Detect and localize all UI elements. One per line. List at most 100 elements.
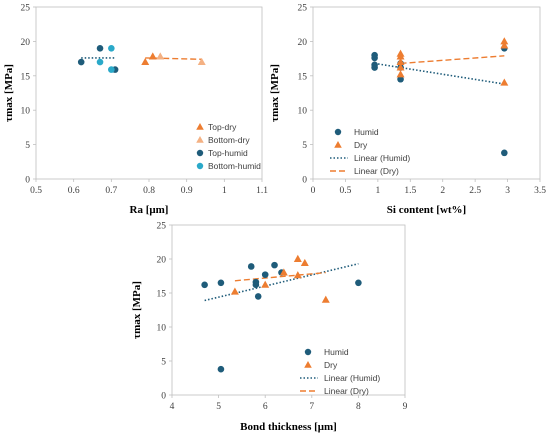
data-point-circle: [96, 58, 104, 66]
data-point-triangle: [261, 280, 270, 288]
y-tick-label: 15: [21, 72, 31, 82]
x-tick-label: 2.5: [469, 186, 481, 196]
legend-marker: [334, 141, 342, 148]
data-point-circle: [501, 149, 508, 157]
x-tick-label: 8: [356, 402, 361, 412]
x-tick-label: 0.8: [143, 186, 155, 196]
legend-label: Linear (Humid): [324, 373, 380, 383]
y-tick-label: 20: [21, 38, 31, 48]
legend-label: Bottom-dry: [208, 135, 250, 145]
y-axis-label: τmax [MPa]: [269, 64, 281, 122]
chart-panel-3: 4 5 6 7 8 9 0 5 10 15 20 25 Bond thickness [μm] τmax …: [131, 222, 408, 434]
y-tick-label: 20: [157, 256, 167, 266]
data-point-triangle: [500, 37, 509, 45]
y-tick-label: 0: [161, 392, 166, 402]
legend-label: Dry: [354, 140, 368, 150]
legend-marker: [304, 361, 312, 368]
data-point-circle: [355, 279, 362, 287]
data-point-circle: [371, 64, 378, 71]
data-point-circle: [397, 75, 404, 83]
legend-marker: [334, 128, 342, 136]
y-tick-label: 0: [25, 176, 30, 186]
data-point-circle: [96, 44, 104, 52]
legend-marker: [196, 162, 204, 170]
data-point-circle: [371, 54, 378, 62]
x-tick-label: 1: [222, 186, 227, 196]
x-tick-label: 0: [311, 186, 316, 196]
trendline-dashed: [400, 55, 505, 65]
legend-label: Humid: [354, 127, 379, 137]
chart-panel-1: 0.5 0.6 0.7 0.8 0.9 1 1.1 0 5 10 15 20 25 Ra [μm] τmax…: [3, 4, 268, 217]
y-tick-label: 25: [21, 4, 31, 14]
trendline-dotted: [204, 262, 359, 302]
legend-label: Linear (Dry): [354, 166, 399, 176]
data-point-triangle: [197, 57, 206, 65]
data-point-triangle: [293, 271, 302, 279]
trendline-dotted: [374, 62, 505, 85]
x-tick-label: 1.1: [256, 186, 268, 196]
x-axis-label: Si content [wt%]: [387, 204, 466, 216]
x-tick-label: 3: [505, 186, 510, 196]
legend-label: Humid: [324, 347, 349, 357]
x-tick-label: 0.7: [105, 186, 117, 196]
data-point-triangle: [396, 70, 405, 78]
y-tick-label: 25: [298, 4, 308, 14]
data-point-circle: [271, 261, 278, 269]
data-point-triangle: [500, 78, 509, 86]
data-point-circle: [247, 263, 255, 270]
trendline-dashed: [234, 271, 326, 282]
y-tick-label: 15: [157, 290, 167, 300]
legend-label: Linear (Dry): [324, 386, 369, 396]
data-point-circle: [201, 281, 208, 289]
data-point-circle: [261, 271, 269, 278]
legend: Humid Dry Linear (Humid) Linear (Dry): [330, 127, 410, 176]
legend-label: Top-humid: [208, 148, 248, 158]
data-point-triangle: [293, 254, 302, 262]
data-point-circle: [77, 58, 85, 66]
data-point-triangle: [230, 287, 239, 295]
x-tick-label: 9: [403, 402, 408, 412]
plot-frame: [171, 224, 406, 396]
y-tick-label: 15: [298, 72, 308, 82]
data-point-triangle: [396, 63, 405, 71]
legend-marker: [304, 348, 312, 356]
y-tick-label: 5: [302, 141, 307, 151]
x-tick-label: 1.5: [404, 186, 416, 196]
x-tick-label: 3.5: [534, 186, 546, 196]
legend: Top-dry Bottom-dry Top-humid Bottom-humid: [196, 122, 261, 171]
x-tick-label: 2: [440, 186, 445, 196]
data-point-triangle: [500, 41, 509, 49]
plot-frame: [312, 6, 541, 180]
y-tick-label: 10: [157, 324, 167, 334]
y-tick-label: 10: [21, 107, 31, 117]
data-point-circle: [108, 44, 115, 52]
y-tick-label: 5: [25, 141, 30, 151]
data-point-triangle: [396, 57, 405, 65]
y-tick-label: 25: [157, 222, 167, 232]
x-axis-label: Ra [μm]: [130, 204, 169, 216]
legend-label: Dry: [324, 360, 338, 370]
y-tick-label: 5: [161, 358, 166, 368]
data-point-circle: [254, 293, 262, 300]
x-tick-label: 0.9: [181, 186, 193, 196]
x-tick-label: 0.5: [30, 186, 42, 196]
y-tick-label: 10: [298, 107, 308, 117]
legend-label: Top-dry: [208, 122, 237, 132]
x-tick-label: 6: [263, 402, 268, 412]
legend-marker: [196, 123, 204, 130]
data-point-triangle: [156, 52, 165, 60]
chart-panel-2: 0 0.5 1 1.5 2 2.5 3 3.5 0 5 10 15 20 25 Si content [wt…: [269, 4, 546, 217]
data-point-circle: [252, 281, 260, 289]
data-point-circle: [217, 365, 225, 373]
data-point-circle: [108, 66, 115, 73]
y-tick-label: 20: [298, 38, 308, 48]
data-point-triangle: [321, 295, 330, 303]
legend-label: Bottom-humid: [208, 161, 261, 171]
data-point-triangle: [148, 52, 157, 60]
x-tick-label: 0.5: [339, 186, 351, 196]
x-tick-label: 7: [309, 402, 314, 412]
y-axis-label: τmax [MPa]: [131, 281, 143, 339]
data-point-triangle: [300, 258, 309, 267]
legend-label: Linear (Humid): [354, 153, 410, 163]
